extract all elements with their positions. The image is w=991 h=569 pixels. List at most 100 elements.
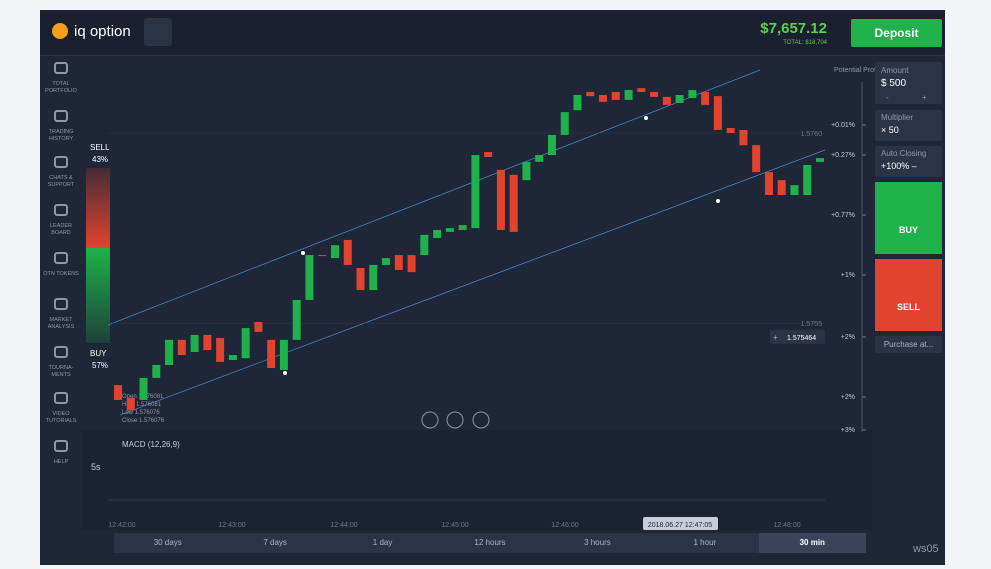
- profit-level: +0.27%: [831, 152, 855, 159]
- sidebar-icon[interactable]: [54, 252, 68, 264]
- period-button[interactable]: 12 hours: [474, 538, 506, 547]
- ohlc: Low 1.576076: [122, 410, 160, 416]
- candle: [573, 94, 582, 111]
- sidebar-icon[interactable]: [54, 346, 68, 358]
- profit-level: +0.77%: [831, 212, 855, 219]
- candle: [496, 169, 505, 230]
- sidebar-label[interactable]: TOURNA-MENTS: [48, 365, 74, 378]
- candle: [624, 90, 633, 100]
- candle: [764, 172, 773, 195]
- current-price-box: [770, 329, 825, 344]
- zoom-out[interactable]: [421, 411, 439, 429]
- sidebar-icon[interactable]: [54, 110, 68, 122]
- profit-label: Potential Profit: [834, 67, 880, 74]
- period-button[interactable]: 30 min: [758, 533, 866, 553]
- recenter[interactable]: [446, 411, 464, 429]
- period-button[interactable]: 1 day: [372, 538, 393, 547]
- channel-line: [119, 149, 826, 416]
- ohlc: Close 1.576076: [122, 418, 165, 424]
- amount-box[interactable]: [875, 62, 942, 104]
- profit-level: +1%: [841, 272, 855, 279]
- purchase-at[interactable]: Purchase at...: [875, 336, 942, 353]
- logo: iq option: [74, 23, 131, 40]
- time-tick: 12:45:00: [441, 522, 468, 529]
- watermark: ws05: [913, 543, 939, 555]
- period-button[interactable]: 3 hours: [584, 538, 611, 547]
- candle: [305, 255, 314, 300]
- anchor-point: [283, 371, 287, 375]
- candle: [547, 134, 556, 156]
- multiplier-label: Multiplier: [881, 113, 914, 122]
- candle: [713, 96, 722, 130]
- sidebar-label[interactable]: MARKET ANALYSIS: [47, 317, 75, 330]
- sell-button[interactable]: SELL: [875, 259, 942, 331]
- amount-minus[interactable]: -: [886, 93, 889, 102]
- profit-level: +2%: [841, 334, 855, 341]
- auto-closing[interactable]: +100% –: [881, 161, 917, 171]
- sidebar-label[interactable]: LEADER BOARD: [49, 223, 72, 236]
- zoom-in[interactable]: [472, 411, 490, 429]
- sidebar-icon[interactable]: [54, 440, 68, 452]
- candle: [522, 161, 531, 181]
- sidebar-icon[interactable]: [54, 156, 68, 168]
- current-price-plus: +: [773, 333, 778, 342]
- candle: [688, 90, 697, 99]
- anchor-point: [644, 116, 648, 120]
- profit-level: +2%: [841, 394, 855, 401]
- candle: [407, 255, 416, 273]
- auto-closing-label: Auto Closing: [881, 149, 927, 158]
- candle: [165, 339, 174, 365]
- sidebar-icon[interactable]: [54, 204, 68, 216]
- candle: [726, 128, 735, 134]
- candle: [318, 255, 327, 257]
- candle: [228, 355, 237, 361]
- period-button[interactable]: 7 days: [263, 538, 287, 547]
- candle: [420, 234, 429, 256]
- top-bar: [40, 10, 945, 56]
- sidebar-label[interactable]: TRADING HISTORY: [48, 129, 74, 142]
- indicator-area: [82, 430, 872, 530]
- candle: [369, 264, 378, 291]
- sidebar-label[interactable]: OTN TOKENS: [43, 271, 79, 277]
- buy-gauge: [86, 248, 110, 343]
- sidebar-icon[interactable]: [54, 62, 68, 74]
- sidebar-icon[interactable]: [54, 298, 68, 310]
- sell-gauge: [86, 168, 110, 248]
- anchor-point: [716, 199, 720, 203]
- sidebar-label[interactable]: CHATS & SUPPORT: [47, 175, 75, 188]
- amount[interactable]: $ 500: [881, 78, 907, 89]
- deposit-button[interactable]: Deposit: [851, 19, 942, 47]
- multiplier-box[interactable]: [875, 110, 942, 141]
- candle: [254, 322, 263, 332]
- time-tick: 12:48:00: [773, 522, 800, 529]
- candle: [484, 152, 493, 157]
- candle: [560, 112, 569, 135]
- amount-plus[interactable]: +: [922, 93, 927, 102]
- sidebar-label[interactable]: VIDEO TUTORIALS: [45, 411, 77, 424]
- channel-line: [107, 69, 761, 326]
- buy-button[interactable]: BUY: [875, 182, 942, 254]
- period-button[interactable]: 30 days: [153, 538, 182, 547]
- candle: [356, 268, 365, 291]
- sidebar-label[interactable]: HELP: [53, 459, 69, 465]
- candle: [458, 225, 467, 230]
- sidebar-icon[interactable]: [54, 392, 68, 404]
- period-button[interactable]: 1 hour: [693, 538, 717, 547]
- auto-closing-box[interactable]: [875, 146, 942, 177]
- candle: [701, 91, 710, 105]
- candle: [752, 145, 761, 173]
- ohlc: High 1.576081: [122, 402, 162, 408]
- time-tick: 12:44:00: [330, 522, 357, 529]
- apps-button[interactable]: [144, 18, 172, 46]
- multiplier[interactable]: × 50: [881, 125, 899, 135]
- candle: [777, 180, 786, 195]
- candle: [382, 258, 391, 265]
- candle: [216, 337, 225, 362]
- candle: [739, 129, 748, 146]
- candle: [343, 239, 352, 265]
- interval[interactable]: 5s: [91, 462, 101, 472]
- balance[interactable]: $7,657.12: [760, 20, 827, 37]
- sidebar-label[interactable]: TOTAL PORTFOLIO: [45, 81, 77, 94]
- candle: [803, 164, 812, 195]
